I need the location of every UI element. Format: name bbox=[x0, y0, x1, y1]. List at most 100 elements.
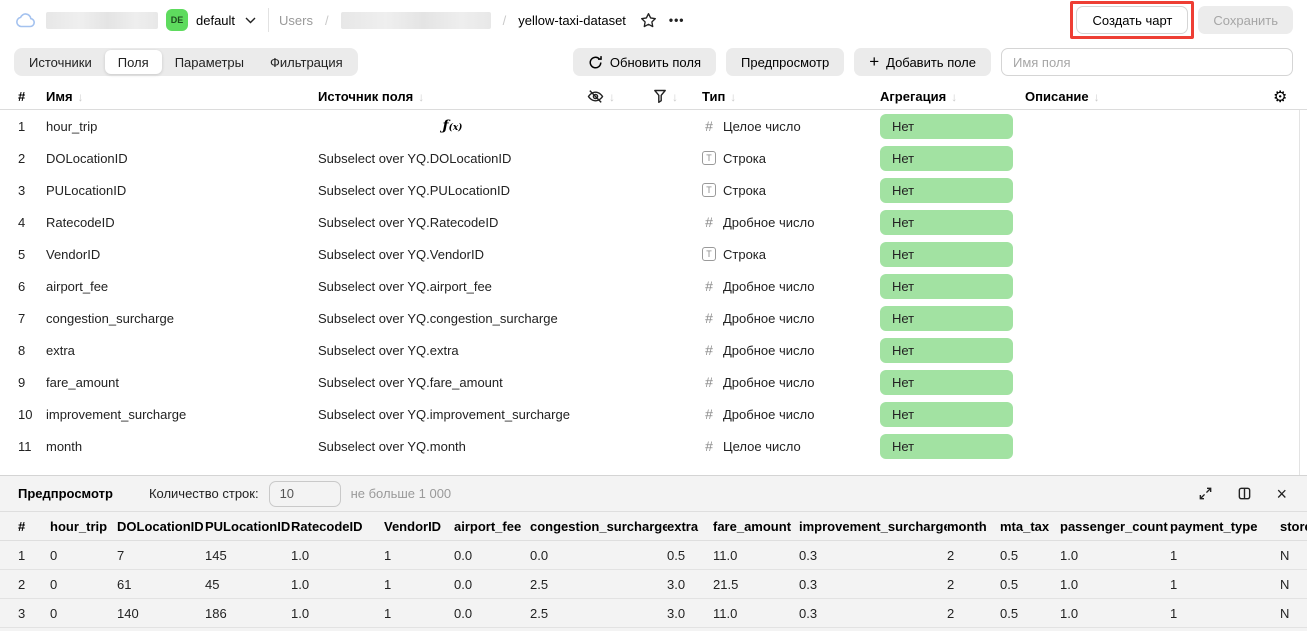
field-name-search-input[interactable] bbox=[1001, 48, 1293, 76]
tab-parameters[interactable]: Параметры bbox=[174, 54, 244, 70]
more-menu-button[interactable]: ••• bbox=[668, 13, 685, 27]
close-preview-icon[interactable]: × bbox=[1276, 483, 1287, 504]
scrollbar-track[interactable] bbox=[1299, 110, 1300, 475]
aggregation-select[interactable]: Нет bbox=[880, 337, 1013, 363]
field-type[interactable]: T Строка bbox=[702, 247, 880, 262]
field-type[interactable]: T Строка bbox=[702, 151, 880, 166]
sort-down-icon[interactable]: ↓ bbox=[609, 89, 615, 104]
field-name[interactable]: congestion_surcharge bbox=[46, 310, 174, 326]
preview-cell: 140 bbox=[117, 605, 139, 621]
aggregation-select[interactable]: Нет bbox=[880, 369, 1013, 395]
field-row[interactable]: 11 month Subselect over YQ.month # Целое чис… bbox=[0, 430, 1307, 462]
split-view-icon[interactable] bbox=[1235, 484, 1254, 503]
field-type[interactable]: # Целое число bbox=[702, 438, 880, 454]
tab-fields[interactable]: Поля bbox=[104, 50, 162, 74]
field-type[interactable]: # Дробное число bbox=[702, 406, 880, 422]
aggregation-select[interactable]: Нет bbox=[880, 177, 1013, 203]
field-row[interactable]: 6 airport_fee Subselect over YQ.airport_fe… bbox=[0, 270, 1307, 302]
preview-cell: N bbox=[1280, 605, 1290, 621]
add-field-button[interactable]: + Добавить поле bbox=[854, 48, 991, 76]
field-type-label: Дробное число bbox=[723, 374, 815, 390]
field-name[interactable]: airport_fee bbox=[46, 278, 109, 294]
preview-cell: 2.5 bbox=[530, 576, 549, 592]
row-count-input[interactable] bbox=[268, 480, 341, 507]
sort-down-icon[interactable]: ↓ bbox=[730, 89, 737, 104]
field-name[interactable]: DOLocationID bbox=[46, 150, 128, 166]
field-name[interactable]: improvement_surcharge bbox=[46, 406, 187, 422]
refresh-fields-button[interactable]: Обновить поля bbox=[572, 48, 717, 76]
sort-down-icon[interactable]: ↓ bbox=[672, 89, 678, 104]
save-button[interactable]: Сохранить bbox=[1198, 6, 1293, 34]
field-row[interactable]: 4 RatecodeID Subselect over YQ.RatecodeID #… bbox=[0, 206, 1307, 238]
field-row[interactable]: 3 PULocationID Subselect over YQ.PULocatio… bbox=[0, 174, 1307, 206]
field-type[interactable]: T Строка bbox=[702, 183, 880, 198]
preview-cell: fare_amount bbox=[713, 518, 792, 534]
preview-cell: 0.5 bbox=[1000, 547, 1019, 563]
preview-toggle-button[interactable]: Предпросмотр bbox=[726, 48, 845, 76]
aggregation-select[interactable]: Нет bbox=[880, 273, 1013, 299]
breadcrumb-root[interactable]: Users bbox=[279, 12, 313, 28]
table-settings-gear-icon[interactable]: ⚙ bbox=[1273, 88, 1288, 106]
field-name[interactable]: fare_amount bbox=[46, 374, 119, 390]
sort-down-icon[interactable]: ↓ bbox=[951, 89, 958, 104]
dataset-toolbar: Источники Поля Параметры Фильтрация Обно… bbox=[0, 40, 1307, 84]
create-chart-button[interactable]: Создать чарт bbox=[1076, 6, 1189, 34]
tab-sources[interactable]: Источники bbox=[29, 54, 92, 70]
field-type[interactable]: # Целое число bbox=[702, 118, 880, 134]
field-row[interactable]: 9 fare_amount Subselect over YQ.fare_amoun… bbox=[0, 366, 1307, 398]
field-row[interactable]: 1 hour_trip ƒ(x) # Целое число Нет bbox=[0, 110, 1307, 142]
workspace-env-label[interactable]: default bbox=[196, 12, 236, 28]
field-type[interactable]: # Дробное число bbox=[702, 278, 880, 294]
col-name: Имя ↓ bbox=[46, 89, 318, 104]
preview-cell: 186 bbox=[205, 605, 227, 621]
field-name[interactable]: PULocationID bbox=[46, 182, 127, 198]
aggregation-select[interactable]: Нет bbox=[880, 209, 1013, 235]
field-index: 10 bbox=[18, 406, 33, 422]
field-row[interactable]: 8 extra Subselect over YQ.extra # Дробное чи… bbox=[0, 334, 1307, 366]
string-type-icon: T bbox=[702, 183, 716, 197]
preview-table-header: # hour_trip DOLocationID PULocationID Rateco… bbox=[0, 511, 1307, 541]
preview-panel: Предпросмотр Количество строк: не больше… bbox=[0, 475, 1307, 631]
field-row[interactable]: 2 DOLocationID Subselect over YQ.DOLocatio… bbox=[0, 142, 1307, 174]
preview-cell: hour_trip bbox=[50, 518, 108, 534]
sort-down-icon[interactable]: ↓ bbox=[77, 89, 84, 104]
number-type-icon: # bbox=[705, 310, 713, 326]
field-name[interactable]: extra bbox=[46, 342, 75, 358]
field-name[interactable]: month bbox=[46, 438, 83, 454]
aggregation-select[interactable]: Нет bbox=[880, 305, 1013, 331]
chevron-down-icon[interactable] bbox=[243, 15, 258, 26]
field-row[interactable]: 5 VendorID Subselect over YQ.VendorID T Стро… bbox=[0, 238, 1307, 270]
eye-off-icon[interactable] bbox=[587, 89, 604, 104]
favorite-star-icon[interactable] bbox=[638, 10, 659, 31]
number-type-icon: # bbox=[705, 214, 713, 230]
aggregation-select[interactable]: Нет bbox=[880, 145, 1013, 171]
plus-icon: + bbox=[869, 51, 880, 71]
aggregation-select[interactable]: Нет bbox=[880, 113, 1013, 139]
field-name[interactable]: hour_trip bbox=[46, 118, 98, 134]
filter-funnel-icon[interactable] bbox=[653, 89, 667, 104]
tab-filtering[interactable]: Фильтрация bbox=[270, 54, 343, 70]
field-type-label: Целое число bbox=[723, 118, 801, 134]
field-type[interactable]: # Дробное число bbox=[702, 214, 880, 230]
redacted-folder-name[interactable] bbox=[340, 11, 491, 29]
sort-down-icon[interactable]: ↓ bbox=[1093, 89, 1100, 104]
field-type[interactable]: # Дробное число bbox=[702, 374, 880, 390]
field-name[interactable]: VendorID bbox=[46, 246, 101, 262]
field-index: 4 bbox=[18, 214, 26, 230]
field-row[interactable]: 7 congestion_surcharge Subselect over YQ.c… bbox=[0, 302, 1307, 334]
aggregation-select[interactable]: Нет bbox=[880, 401, 1013, 427]
col-description-label: Описание bbox=[1025, 89, 1089, 104]
field-type[interactable]: # Дробное число bbox=[702, 342, 880, 358]
number-type-icon: # bbox=[705, 118, 713, 134]
aggregation-select[interactable]: Нет bbox=[880, 433, 1013, 459]
workspace-badge: DE bbox=[166, 9, 188, 31]
field-type[interactable]: # Дробное число bbox=[702, 310, 880, 326]
aggregation-select[interactable]: Нет bbox=[880, 241, 1013, 267]
sort-down-icon[interactable]: ↓ bbox=[418, 89, 425, 104]
preview-cell: 1 bbox=[18, 547, 26, 563]
field-row[interactable]: 10 improvement_surcharge Subselect over YQ… bbox=[0, 398, 1307, 430]
field-name[interactable]: RatecodeID bbox=[46, 214, 115, 230]
fields-table-body: 1 hour_trip ƒ(x) # Целое число Нет 2 DOLocation… bbox=[0, 110, 1307, 462]
preview-cell: 145 bbox=[205, 547, 227, 563]
expand-preview-icon[interactable] bbox=[1196, 484, 1215, 503]
